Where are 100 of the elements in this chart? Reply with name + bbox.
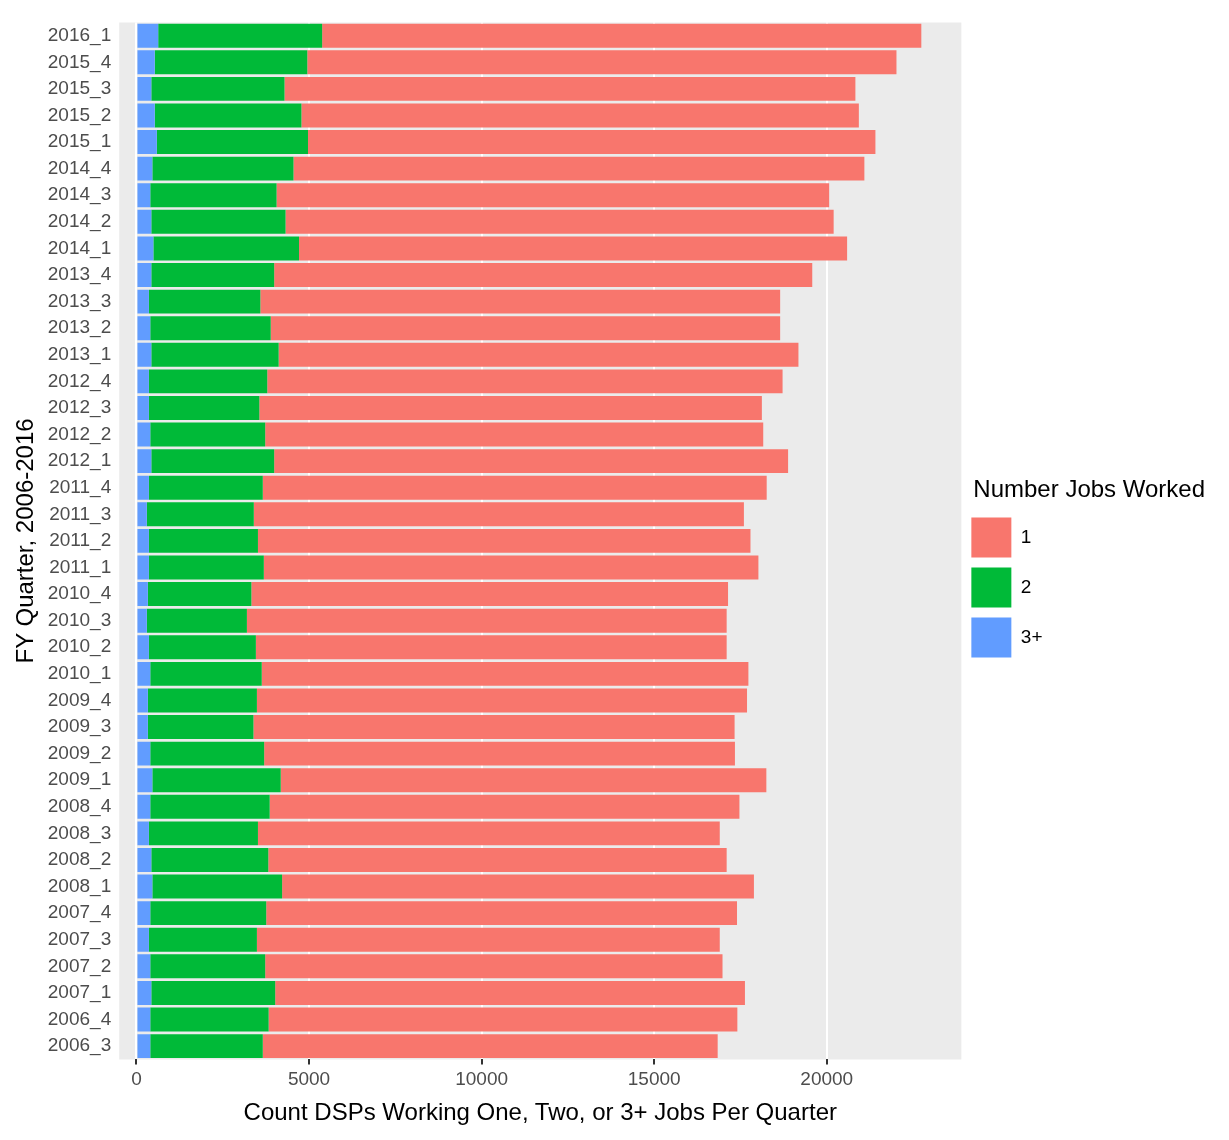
legend-label: 3+ bbox=[1020, 625, 1043, 647]
y-tick-label: 2014_3 bbox=[47, 183, 112, 206]
bar bbox=[137, 236, 154, 261]
bar bbox=[148, 475, 263, 500]
bar bbox=[137, 661, 151, 686]
bar bbox=[266, 901, 738, 926]
bar bbox=[147, 688, 257, 713]
bar bbox=[257, 528, 751, 553]
bar bbox=[137, 901, 151, 926]
y-tick-label: 2009_4 bbox=[47, 688, 112, 711]
x-tick-label: 15000 bbox=[627, 1068, 681, 1090]
bar bbox=[274, 449, 789, 474]
legend-title: Number Jobs Worked bbox=[973, 475, 1206, 503]
bar bbox=[158, 23, 323, 48]
bar bbox=[150, 661, 262, 686]
bar bbox=[293, 156, 865, 181]
bar bbox=[308, 130, 876, 155]
bar bbox=[137, 422, 151, 447]
bar bbox=[137, 103, 155, 128]
bar bbox=[150, 741, 265, 766]
bar bbox=[265, 954, 723, 979]
bar bbox=[137, 635, 149, 660]
bar bbox=[150, 901, 267, 926]
bar bbox=[255, 635, 727, 660]
bar bbox=[137, 183, 151, 208]
bar bbox=[152, 156, 294, 181]
x-axis-title: Count DSPs Working One, Two, or 3+ Jobs Per Quarter bbox=[243, 1098, 837, 1126]
bar bbox=[137, 342, 152, 367]
bar bbox=[137, 156, 153, 181]
y-tick-label: 2015_4 bbox=[47, 50, 112, 73]
bar bbox=[137, 980, 152, 1005]
bar bbox=[262, 1034, 718, 1059]
y-tick-label: 2008_3 bbox=[47, 821, 112, 844]
bar bbox=[148, 821, 258, 846]
bar bbox=[153, 236, 300, 261]
bar bbox=[251, 582, 729, 607]
bar bbox=[270, 316, 781, 341]
y-axis-title: FY Quarter, 2006-2016 bbox=[11, 418, 39, 664]
bar bbox=[137, 715, 148, 739]
bar bbox=[150, 422, 266, 447]
bar bbox=[137, 23, 159, 48]
bar bbox=[253, 502, 744, 527]
bar bbox=[137, 289, 149, 314]
y-tick-label: 2012_1 bbox=[47, 449, 112, 472]
bar bbox=[148, 555, 264, 580]
bar bbox=[137, 688, 148, 713]
bar bbox=[284, 76, 856, 101]
x-tick-label: 0 bbox=[131, 1068, 142, 1090]
bar bbox=[268, 1007, 738, 1032]
bar bbox=[137, 1007, 151, 1032]
bar bbox=[137, 582, 148, 607]
bar bbox=[151, 76, 285, 101]
y-tick-label: 2015_2 bbox=[47, 103, 112, 126]
bar bbox=[267, 369, 783, 394]
y-tick-label: 2015_3 bbox=[47, 77, 112, 100]
y-tick-label: 2012_3 bbox=[47, 396, 112, 419]
x-tick-label: 5000 bbox=[287, 1068, 331, 1090]
bar bbox=[147, 582, 252, 607]
bar bbox=[137, 1034, 151, 1059]
bar bbox=[278, 342, 799, 367]
bar bbox=[137, 821, 149, 846]
y-tick-label: 2010_3 bbox=[47, 608, 112, 631]
y-tick-label: 2010_4 bbox=[47, 582, 112, 605]
bar bbox=[260, 289, 781, 314]
bar bbox=[150, 794, 270, 819]
bar bbox=[154, 50, 308, 75]
bar bbox=[148, 369, 268, 394]
bar bbox=[150, 183, 277, 208]
bar bbox=[146, 608, 247, 633]
bar bbox=[137, 449, 152, 474]
bar bbox=[151, 263, 275, 287]
bar bbox=[264, 741, 735, 766]
bar bbox=[146, 502, 254, 527]
y-tick-label: 2016_1 bbox=[47, 23, 112, 46]
y-tick-label: 2011_3 bbox=[49, 502, 112, 525]
bar bbox=[148, 927, 257, 952]
y-tick-label: 2011_4 bbox=[49, 475, 112, 498]
bar bbox=[137, 475, 149, 500]
bar bbox=[137, 50, 155, 75]
legend-label: 2 bbox=[1020, 575, 1032, 597]
bar bbox=[322, 23, 922, 48]
bar bbox=[265, 422, 764, 447]
y-tick-label: 2007_3 bbox=[47, 927, 112, 950]
y-tick-label: 2006_4 bbox=[47, 1007, 112, 1030]
bar bbox=[137, 954, 151, 979]
bar bbox=[137, 768, 153, 793]
bar bbox=[151, 342, 279, 367]
y-tick-label: 2015_1 bbox=[47, 130, 112, 153]
y-tick-label: 2008_2 bbox=[47, 848, 112, 871]
bar bbox=[152, 874, 283, 899]
bar bbox=[150, 954, 266, 979]
x-tick-label: 20000 bbox=[800, 1068, 854, 1090]
bar bbox=[152, 768, 281, 793]
y-tick-label: 2010_1 bbox=[47, 662, 112, 685]
bar bbox=[151, 848, 269, 872]
bar bbox=[285, 209, 834, 234]
y-tick-label: 2012_4 bbox=[47, 369, 112, 392]
y-tick-label: 2013_1 bbox=[47, 343, 112, 366]
y-tick-label: 2013_3 bbox=[47, 289, 112, 312]
bar bbox=[299, 236, 848, 261]
